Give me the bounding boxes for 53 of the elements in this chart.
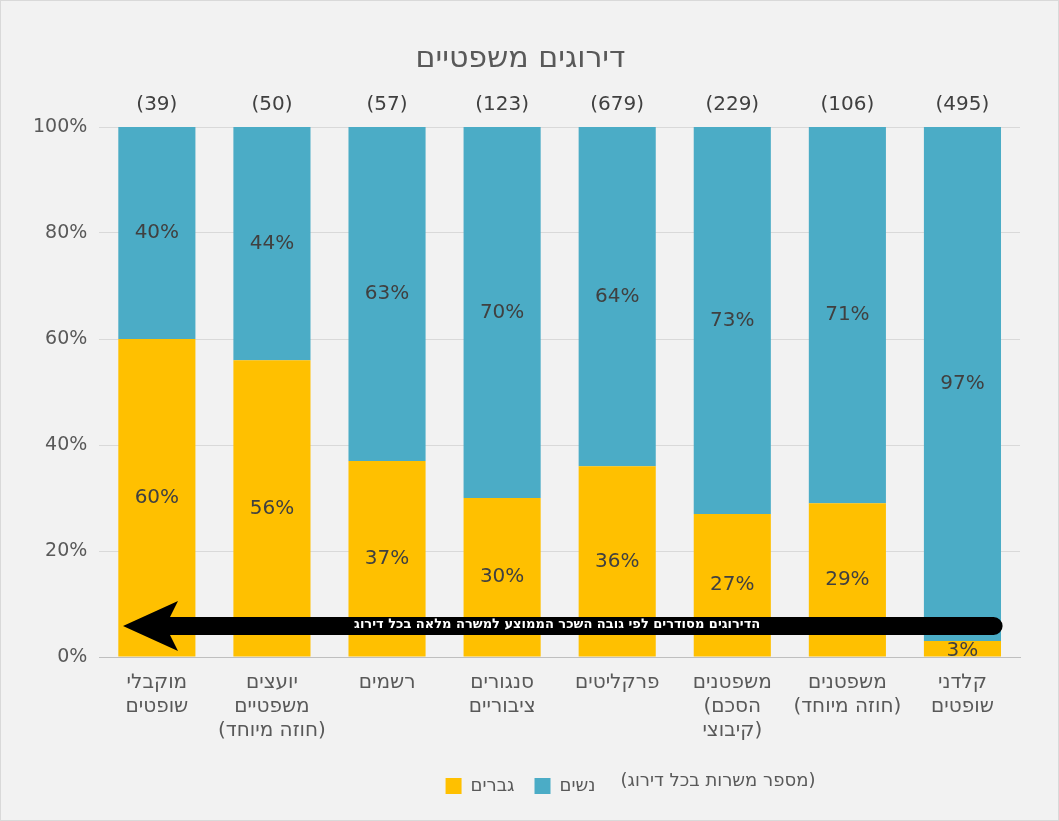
data-label: 56%	[249, 494, 295, 519]
bar	[118, 127, 196, 339]
bar	[463, 127, 541, 498]
y-tick-label: 40%	[45, 431, 88, 454]
y-tick-label: 100%	[32, 113, 88, 136]
data-label: 70%	[479, 298, 525, 323]
x-tick-label: סנגורים ציבוריים	[468, 669, 536, 718]
bar	[923, 127, 1002, 642]
bar	[233, 360, 311, 657]
text: (מספר משרות בכל דירוג)	[620, 768, 816, 790]
y-tick-label: 0%	[57, 643, 88, 666]
data-label: 37%	[364, 544, 410, 569]
text: (229)	[705, 91, 760, 116]
legend-label: גברים	[470, 773, 515, 795]
y-tick-label: 80%	[45, 219, 88, 242]
y-tick-label: 60%	[45, 325, 88, 348]
x-tick-label: משפטנים (הסכם קיבוצי)	[692, 669, 772, 742]
annotation: הדירוגים מסודרים לפי גובה השכר הממוצע למשרה מלאה בכל דירוג	[354, 616, 761, 632]
text: (50)	[251, 91, 293, 116]
chart-title: דירוגים משפטיים	[415, 38, 626, 74]
x-tick-label: יועצים משפטיים (חוזה מיוחד)	[217, 669, 326, 742]
x-tick-label: רשמים	[358, 669, 416, 694]
data-label: 63%	[364, 280, 410, 305]
text: (39)	[136, 91, 178, 116]
data-label: 73%	[710, 306, 755, 331]
data-label: 44%	[249, 229, 295, 254]
x-tick-label: פרקליטים	[574, 669, 660, 694]
data-label: 36%	[594, 547, 640, 572]
bar	[233, 127, 311, 361]
x-tick-label: מוקבלי שופטים	[125, 669, 189, 718]
data-label: 97%	[940, 370, 985, 395]
data-label: 40%	[134, 219, 180, 244]
bar	[348, 127, 426, 461]
text: (495)	[935, 91, 990, 116]
text: (123)	[475, 91, 530, 116]
legend-label: נשים	[559, 773, 596, 795]
data-label: 27%	[710, 571, 755, 596]
x-tick-label: קלדני שופטים	[931, 669, 994, 718]
bar	[578, 127, 656, 467]
text: (106)	[820, 91, 875, 116]
data-label: 3%	[946, 637, 979, 662]
bar	[693, 127, 771, 514]
data-label: 30%	[479, 563, 525, 588]
data-label: 64%	[594, 282, 640, 307]
text: (57)	[366, 91, 408, 116]
data-label: 29%	[825, 566, 870, 591]
data-label: 60%	[134, 483, 180, 508]
text: (679)	[590, 91, 645, 116]
y-tick-label: 20%	[45, 537, 88, 560]
x-tick-label: משפטנים (חוזה מיוחד)	[793, 669, 902, 718]
bar	[808, 127, 886, 504]
data-label: 71%	[825, 301, 870, 326]
bar	[118, 339, 196, 657]
